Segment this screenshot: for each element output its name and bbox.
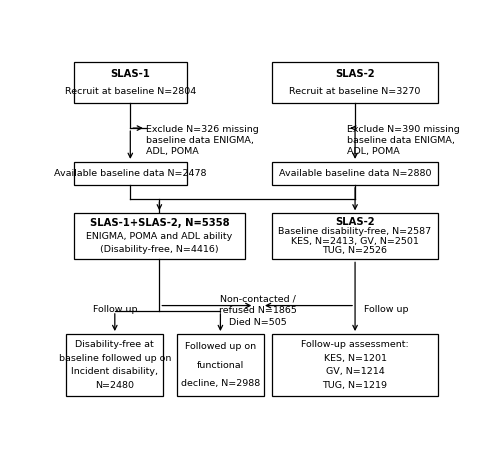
FancyBboxPatch shape — [272, 162, 438, 185]
FancyBboxPatch shape — [272, 213, 438, 260]
FancyBboxPatch shape — [272, 334, 438, 396]
Text: SLAS-2: SLAS-2 — [335, 217, 375, 227]
Text: Follow-up assessment:: Follow-up assessment: — [301, 340, 409, 349]
FancyBboxPatch shape — [74, 62, 186, 103]
Text: KES, N=2413, GV, N=2501: KES, N=2413, GV, N=2501 — [291, 237, 419, 246]
Text: baseline data ENIGMA,: baseline data ENIGMA, — [146, 136, 254, 145]
Text: refused N=1865: refused N=1865 — [219, 306, 297, 315]
Text: Available baseline data N=2478: Available baseline data N=2478 — [54, 169, 206, 178]
FancyBboxPatch shape — [177, 334, 264, 396]
Text: ENIGMA, POMA and ADL ability: ENIGMA, POMA and ADL ability — [86, 232, 233, 241]
Text: GV, N=1214: GV, N=1214 — [326, 367, 384, 377]
Text: TUG, N=2526: TUG, N=2526 — [322, 247, 388, 255]
Text: SLAS-1: SLAS-1 — [110, 70, 150, 79]
Text: (Disability-free, N=4416): (Disability-free, N=4416) — [100, 245, 218, 254]
FancyBboxPatch shape — [272, 62, 438, 103]
FancyBboxPatch shape — [74, 213, 244, 260]
Text: Recruit at baseline N=3270: Recruit at baseline N=3270 — [290, 87, 421, 96]
Text: Available baseline data N=2880: Available baseline data N=2880 — [279, 169, 432, 178]
Text: TUG, N=1219: TUG, N=1219 — [322, 381, 388, 390]
Text: KES, N=1201: KES, N=1201 — [324, 354, 386, 363]
Text: Exclude N=326 missing: Exclude N=326 missing — [146, 124, 258, 134]
Text: Non-contacted /: Non-contacted / — [220, 295, 296, 304]
Text: Recruit at baseline N=2804: Recruit at baseline N=2804 — [64, 87, 196, 96]
Text: Died N=505: Died N=505 — [230, 318, 287, 327]
Text: Disability-free at: Disability-free at — [76, 340, 154, 349]
Text: baseline followed up on: baseline followed up on — [58, 354, 171, 363]
Text: N=2480: N=2480 — [96, 381, 134, 390]
Text: baseline data ENIGMA,: baseline data ENIGMA, — [348, 136, 455, 145]
Text: ADL, POMA: ADL, POMA — [146, 147, 199, 156]
Text: Follow up: Follow up — [364, 305, 408, 313]
FancyBboxPatch shape — [74, 162, 186, 185]
Text: SLAS-2: SLAS-2 — [335, 70, 375, 79]
Text: Follow up: Follow up — [92, 305, 137, 313]
Text: decline, N=2988: decline, N=2988 — [181, 379, 260, 388]
Text: ADL, POMA: ADL, POMA — [348, 147, 400, 156]
Text: Incident disability,: Incident disability, — [72, 367, 158, 377]
Text: Followed up on: Followed up on — [185, 342, 256, 351]
Text: functional: functional — [197, 361, 244, 370]
Text: SLAS-1+SLAS-2, N=5358: SLAS-1+SLAS-2, N=5358 — [90, 219, 229, 228]
FancyBboxPatch shape — [66, 334, 163, 396]
Text: Exclude N=390 missing: Exclude N=390 missing — [348, 124, 460, 134]
Text: Baseline disability-free, N=2587: Baseline disability-free, N=2587 — [278, 227, 432, 236]
